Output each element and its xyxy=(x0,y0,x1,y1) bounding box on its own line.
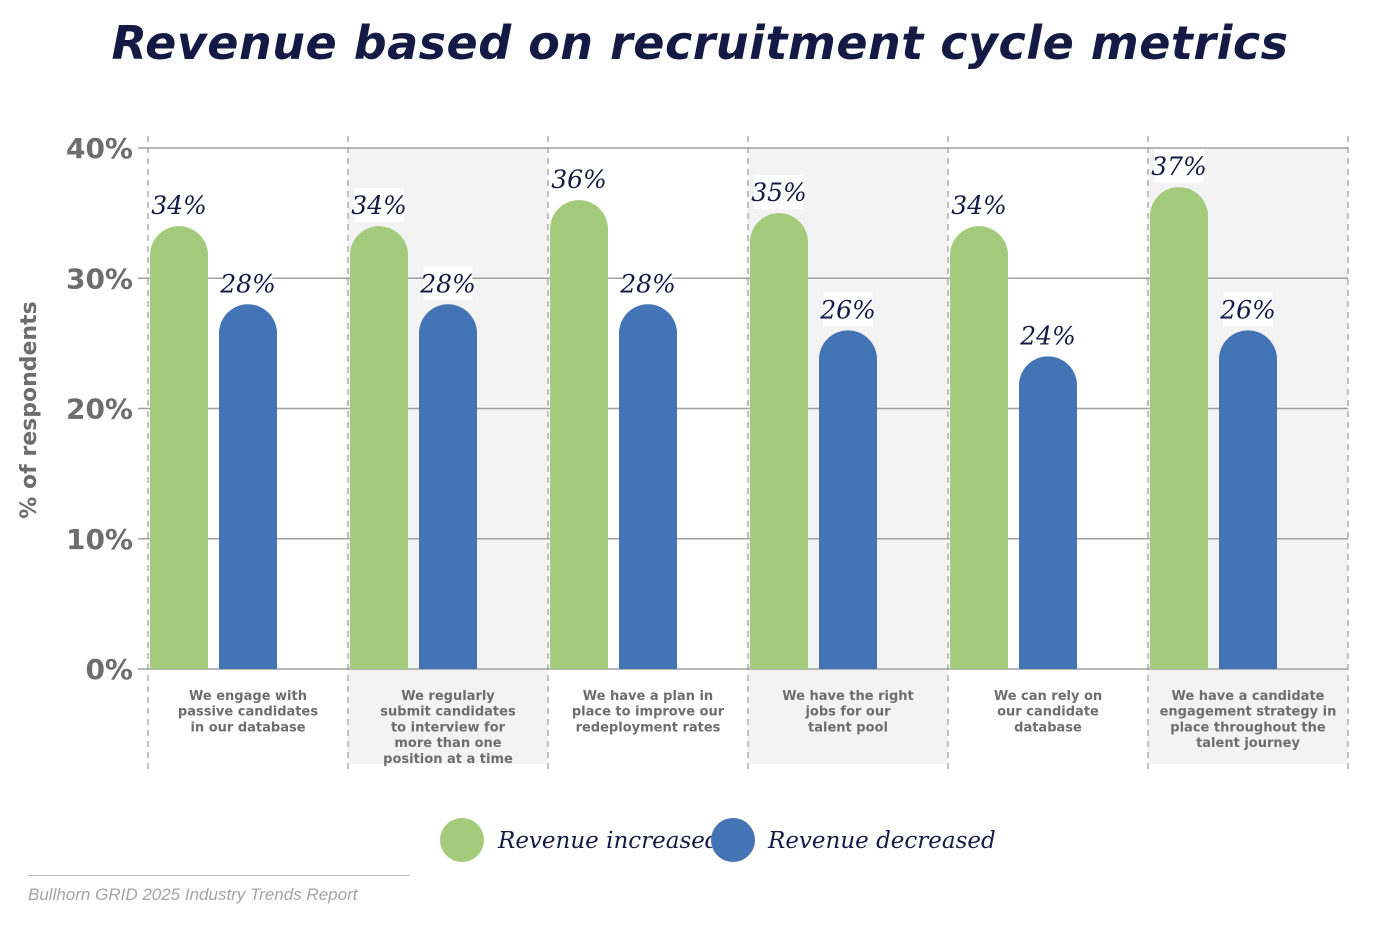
category-label-line: database xyxy=(1014,720,1082,735)
bar-revenue-increased xyxy=(950,226,1008,669)
source-note: Bullhorn GRID 2025 Industry Trends Repor… xyxy=(28,885,358,904)
category-label-line: more than one xyxy=(394,736,501,751)
category-label: We have the right jobs for our talent pool xyxy=(782,689,914,735)
data-label-bg xyxy=(754,175,804,210)
category-label-line: submit candidates xyxy=(380,705,516,720)
data-label-bg xyxy=(554,162,604,197)
bar-revenue-increased xyxy=(150,226,208,669)
category-label: We regularly submit candidates to intervie… xyxy=(380,689,516,767)
data-label-bg xyxy=(954,188,1004,223)
data-label: 24% xyxy=(1019,321,1076,350)
data-label: 35% xyxy=(751,178,807,207)
bar-revenue-decreased xyxy=(219,304,277,669)
source-divider xyxy=(28,875,410,876)
y-tick-label: 10% xyxy=(66,523,133,556)
data-label: 26% xyxy=(819,295,876,324)
data-label-bg xyxy=(1154,149,1204,184)
data-label-bg xyxy=(1023,318,1073,353)
category-label-line: We regularly xyxy=(401,689,495,704)
data-label: 28% xyxy=(219,269,276,298)
bar-revenue-increased xyxy=(750,213,808,670)
legend-swatch-increased xyxy=(440,818,484,862)
data-label-bg xyxy=(154,188,204,223)
category-label-line: redeployment rates xyxy=(576,720,721,735)
data-label-bg xyxy=(223,266,273,301)
chart-title: Revenue based on recruitment cycle metri… xyxy=(111,16,1289,70)
category-label-line: place to improve our xyxy=(572,705,725,720)
category-label: We engage with passive candidates in our d… xyxy=(178,689,318,735)
data-label: 28% xyxy=(619,269,676,298)
y-axis-label: % of respondents xyxy=(17,301,42,518)
bar-revenue-decreased xyxy=(419,304,477,669)
bar-revenue-decreased xyxy=(619,304,677,669)
legend-label: Revenue decreased xyxy=(767,828,996,854)
category-label-line: engagement strategy in xyxy=(1160,705,1337,720)
bar-revenue-increased xyxy=(550,200,608,669)
category-label: We have a candidate engagement strategy i… xyxy=(1160,689,1337,751)
category-label-line: We can rely on xyxy=(994,689,1102,704)
y-tick-label: 30% xyxy=(66,262,133,295)
y-tick-label: 20% xyxy=(66,393,133,426)
data-label-bg xyxy=(623,266,673,301)
data-label-bg xyxy=(354,188,404,223)
bar-revenue-decreased xyxy=(819,330,877,669)
category-label-line: We have a candidate xyxy=(1172,689,1325,704)
data-label: 34% xyxy=(351,191,407,220)
category-label-line: We engage with xyxy=(189,689,307,704)
category-label-line: talent pool xyxy=(808,720,888,735)
data-label-bg xyxy=(823,292,873,327)
data-label-bg xyxy=(1223,292,1273,327)
category-label: We can rely on our candidate database xyxy=(994,689,1102,735)
y-tick-label: 40% xyxy=(66,132,133,165)
category-label-line: position at a time xyxy=(383,752,513,767)
legend-label: Revenue increased xyxy=(497,828,720,854)
data-label: 34% xyxy=(951,191,1007,220)
bar-revenue-increased xyxy=(350,226,408,669)
category-label-line: We have a plan in xyxy=(583,689,713,704)
category-label-line: passive candidates xyxy=(178,705,318,720)
category-label-line: place throughout the xyxy=(1170,720,1326,735)
category-label-line: our candidate xyxy=(997,705,1099,720)
legend-swatch-decreased xyxy=(711,818,755,862)
y-tick-label: 0% xyxy=(85,653,133,686)
category-label-line: jobs for our xyxy=(804,705,891,720)
bar-revenue-decreased xyxy=(1019,356,1077,669)
data-label: 36% xyxy=(551,165,607,194)
category-label-line: to interview for xyxy=(391,720,506,735)
category-label: We have a plan in place to improve our red… xyxy=(572,689,725,735)
data-label: 34% xyxy=(151,191,207,220)
bar-revenue-decreased xyxy=(1219,330,1277,669)
category-label-line: in our database xyxy=(190,720,305,735)
category-label-line: We have the right xyxy=(782,689,914,704)
data-label-bg xyxy=(423,266,473,301)
data-label: 26% xyxy=(1219,295,1276,324)
category-label-line: talent journey xyxy=(1196,736,1300,751)
bar-revenue-increased xyxy=(1150,187,1208,669)
data-label: 37% xyxy=(1151,152,1207,181)
data-label: 28% xyxy=(419,269,476,298)
